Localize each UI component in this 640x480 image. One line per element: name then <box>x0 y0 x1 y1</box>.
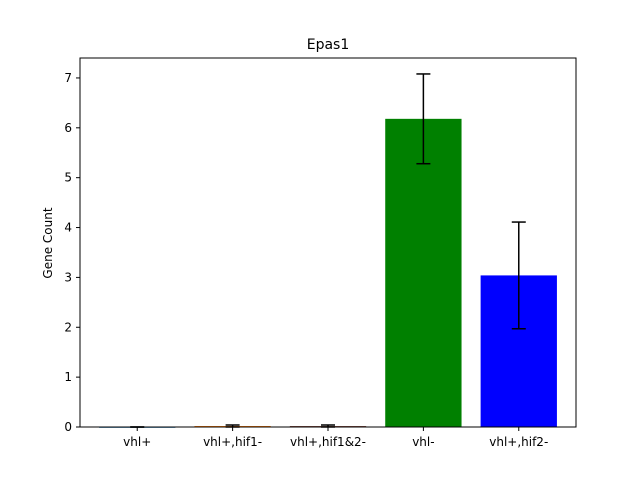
y-axis-label: Gene Count <box>41 207 55 278</box>
x-tick-label-2: vhl+,hif1&2- <box>290 435 366 449</box>
y-tick-label-6: 6 <box>64 121 72 135</box>
y-tick-label-1: 1 <box>64 370 72 384</box>
y-tick-label-0: 0 <box>64 420 72 434</box>
x-tick-label-4: vhl+,hif2- <box>489 435 548 449</box>
bar-3 <box>385 118 462 427</box>
x-tick-label-3: vhl- <box>412 435 434 449</box>
axes-frame <box>79 57 577 428</box>
y-tick-label-4: 4 <box>64 221 72 235</box>
x-tick-label-1: vhl+,hif1- <box>203 435 262 449</box>
chart-title: Epas1 <box>307 37 350 53</box>
y-tick-label-7: 7 <box>64 71 72 85</box>
y-tick-label-2: 2 <box>64 320 72 334</box>
plot-area: vhl+ vhl+,hif1- vhl+,hif1&2- vhl-vhl+,hif2-… <box>64 57 577 449</box>
y-tick-label-5: 5 <box>64 171 72 185</box>
y-tick-label-3: 3 <box>64 270 72 284</box>
x-tick-label-0: vhl+ <box>123 435 151 449</box>
